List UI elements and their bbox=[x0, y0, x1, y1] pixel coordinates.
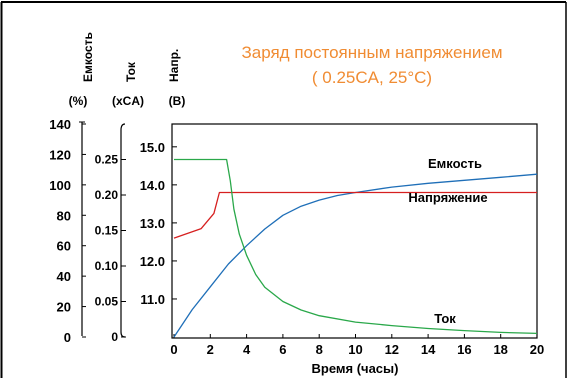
x-tick-label: 10 bbox=[348, 342, 362, 357]
current-tick-label: 0.10 bbox=[95, 259, 119, 273]
x-axis-title: Время (часы) bbox=[312, 361, 399, 376]
current-tick-label: 0.20 bbox=[95, 188, 119, 202]
x-tick-label: 0 bbox=[170, 342, 177, 357]
x-tick-label: 20 bbox=[530, 342, 544, 357]
x-tick-label: 14 bbox=[421, 342, 436, 357]
x-tick-label: 18 bbox=[493, 342, 507, 357]
series-line-voltage bbox=[173, 191, 537, 239]
current-axis-label: Ток bbox=[124, 61, 138, 82]
chart-title-line2: ( 0.25CA, 25°C) bbox=[312, 68, 432, 87]
voltage-tick-label: 14.0 bbox=[140, 178, 165, 193]
plot-area bbox=[171, 123, 538, 339]
x-tick-label: 6 bbox=[279, 342, 286, 357]
capacity-tick-label: 40 bbox=[57, 269, 71, 284]
series-line-capacity bbox=[173, 173, 538, 338]
voltage-tick-label: 15.0 bbox=[140, 140, 165, 155]
chart-title-line1: Заряд постоянным напряжением bbox=[241, 43, 502, 62]
current-tick-label: 0.25 bbox=[95, 153, 119, 167]
current-tick-label: 0.15 bbox=[95, 224, 119, 238]
capacity-tick-label: 120 bbox=[49, 147, 71, 162]
voltage-axis-unit: (В) bbox=[169, 94, 186, 108]
x-tick-label: 12 bbox=[385, 342, 399, 357]
voltage-tick-label: 11.0 bbox=[140, 292, 165, 307]
capacity-tick-label: 60 bbox=[57, 239, 71, 254]
x-tick-label: 16 bbox=[457, 342, 471, 357]
x-tick-label: 2 bbox=[207, 342, 214, 357]
annotation-voltage: Напряжение bbox=[408, 190, 487, 205]
voltage-tick-label: 13.0 bbox=[140, 216, 165, 231]
capacity-axis-unit: (%) bbox=[69, 94, 88, 108]
series-line-current bbox=[174, 158, 538, 335]
capacity-axis-label: Емкость bbox=[81, 32, 95, 82]
x-tick-label: 4 bbox=[243, 342, 251, 357]
current-tick-label: 0 bbox=[111, 330, 118, 344]
tick-labels: 0 2 4 6 8 10 12 14 16 18 20 0 20 40 60 80 100 120 140 0 0.05… bbox=[49, 117, 544, 357]
annotation-current: Ток bbox=[434, 311, 456, 326]
annotation-capacity: Емкость bbox=[428, 156, 482, 171]
capacity-tick-label: 140 bbox=[49, 117, 71, 132]
series-lines bbox=[173, 158, 538, 338]
x-tick-label: 8 bbox=[316, 342, 323, 357]
capacity-tick-label: 80 bbox=[57, 208, 71, 223]
voltage-tick-label: 12.0 bbox=[140, 254, 165, 269]
capacity-tick-label: 0 bbox=[64, 330, 71, 345]
current-axis-unit: (xCA) bbox=[112, 94, 144, 108]
capacity-tick-label: 20 bbox=[57, 300, 71, 315]
voltage-axis-label: Напр. bbox=[167, 49, 181, 82]
capacity-tick-label: 100 bbox=[49, 178, 71, 193]
current-tick-label: 0.05 bbox=[95, 295, 119, 309]
